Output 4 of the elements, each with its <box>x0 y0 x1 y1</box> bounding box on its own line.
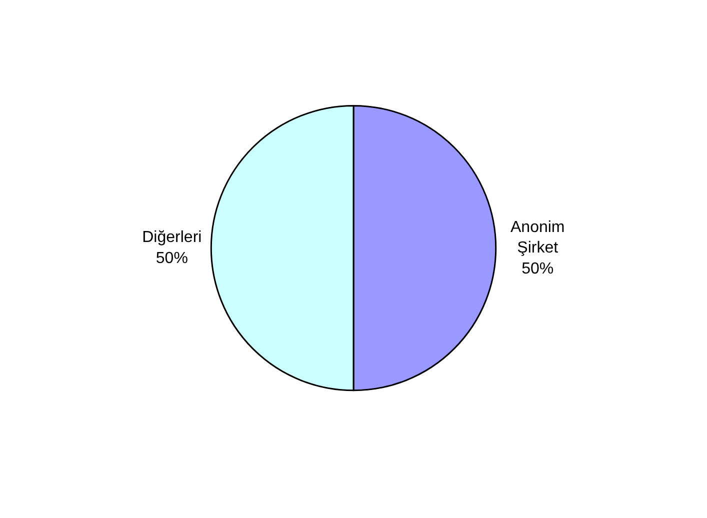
slice-label: Diğerleri <box>142 229 202 246</box>
data-label: 50% <box>156 250 188 267</box>
data-label: 50% <box>522 260 554 278</box>
slice-label: Anonim Şirket <box>510 218 565 257</box>
